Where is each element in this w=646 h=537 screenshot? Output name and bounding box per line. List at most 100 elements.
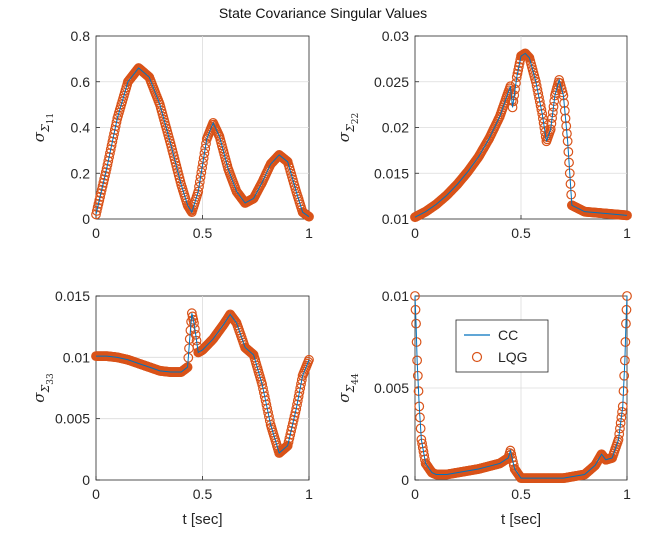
lqg-point [289,411,300,422]
lqg-point [100,170,110,181]
lqg-point [229,314,240,325]
y-label-sub: Σ [344,124,357,133]
legend-box [455,319,549,373]
y-label-sub: Σ [39,124,52,133]
lqg-point [511,78,521,89]
lqg-point [545,124,556,135]
lqg-point [617,407,627,417]
y-axis-label: σΣ11 [30,113,56,142]
y-tick-label: 0 [82,211,90,227]
x-tick-label: 0 [411,225,419,241]
lqg-point [194,181,204,192]
y-axis-label: σΣ44 [335,373,361,403]
lqg-point [196,167,207,178]
y-tick-label: 0.005 [374,380,409,396]
lqg-point [96,184,107,195]
lqg-point [111,117,122,128]
cc-line [414,52,628,218]
lqg-point [505,445,516,456]
subplot-2: 0 0.5 1 0.01 0.015 0.02 0.025 0.03 σΣ22 [335,28,632,241]
lqg-point [616,412,627,423]
y-label-subsub: 22 [351,113,361,124]
lqg-point [100,167,111,178]
lqg-point [285,429,296,440]
y-label-sub: Σ [344,384,357,393]
x-tick-label: 0.5 [511,486,531,502]
lqg-point [615,423,625,434]
lqg-point [106,140,117,151]
x-tick-label: 0 [411,486,419,502]
y-axis-label: σΣ33 [30,373,56,403]
lqg-point [304,211,314,222]
lqg-point [304,354,314,365]
subplot-3: 0 0.5 1 0 0.005 0.01 0.015 t [sec] σΣ33 [30,288,314,528]
y-tick-label: 0.015 [374,165,409,181]
lqg-point [284,433,295,444]
y-label-sigma: σ [335,392,353,403]
lqg-point [538,118,549,128]
x-tick-label: 1 [305,225,313,241]
cc-line [96,313,310,454]
lqg-point [513,65,524,76]
legend-lqg-swatch [471,351,483,363]
lqg-point [548,101,559,112]
x-tick-label: 1 [623,225,631,241]
lqg-point [109,128,119,139]
lqg-point [614,429,625,439]
y-tick-label: 0.02 [382,120,409,136]
x-tick-label: 0.5 [193,225,213,241]
lqg-point [190,329,201,340]
lqg-point [537,108,548,119]
lqg-point [191,335,202,346]
y-axis-label: σΣ22 [335,113,361,142]
lqg-point [201,138,211,149]
x-tick-label: 1 [623,486,631,502]
y-tick-label: 0.01 [382,211,409,227]
lqg-point [91,209,101,220]
lqg-point [108,132,119,143]
lqg-point [513,61,524,72]
lqg-point [197,162,208,173]
x-axis-label: t [sec] [182,511,222,528]
y-label-sigma: σ [30,392,48,403]
y-label-subsub: 44 [351,373,361,385]
lqg-point [105,144,116,155]
lqg-point [107,136,118,147]
lqg-point [281,442,292,452]
lqg-point [110,121,121,131]
y-label-sigma: σ [335,131,353,142]
lqg-point [104,152,115,162]
y-label-subsub: 33 [46,373,56,385]
lqg-point [264,415,275,426]
lqg-point [95,191,105,202]
lqg-point [105,148,115,159]
lqg-point [96,188,106,199]
y-tick-label: 0 [82,472,90,488]
y-tick-label: 0.03 [382,28,409,44]
lqg-point [92,202,103,213]
lqg-point [522,50,533,61]
legend-lqg-label: LQG [498,349,528,365]
lqg-point [189,318,199,328]
subplot-4: 0 0.5 1 0 0.005 0.01 t [sec] σΣ44 [335,288,632,528]
lqg-point [94,195,105,206]
lqg-point [613,434,624,445]
subplot-1: 0 0.5 1 0 0.2 0.4 0.6 0.8 σΣ11 [30,28,314,241]
y-label-sub: Σ [39,384,52,393]
lqg-point [98,177,109,188]
legend-cc-label: CC [498,327,518,343]
lqg-point [280,442,291,453]
y-tick-label: 0.8 [71,28,91,44]
lqg-point [511,72,522,83]
x-tick-label: 0.5 [193,486,213,502]
lqg-point [287,418,298,429]
lqg-point [109,125,120,135]
lqg-point [508,96,519,107]
lqg-point [547,107,558,118]
y-tick-label: 0.025 [374,74,409,90]
lqg-point [199,148,210,159]
x-tick-label: 1 [305,486,313,502]
figure-title: State Covariance Singular Values [219,5,427,21]
